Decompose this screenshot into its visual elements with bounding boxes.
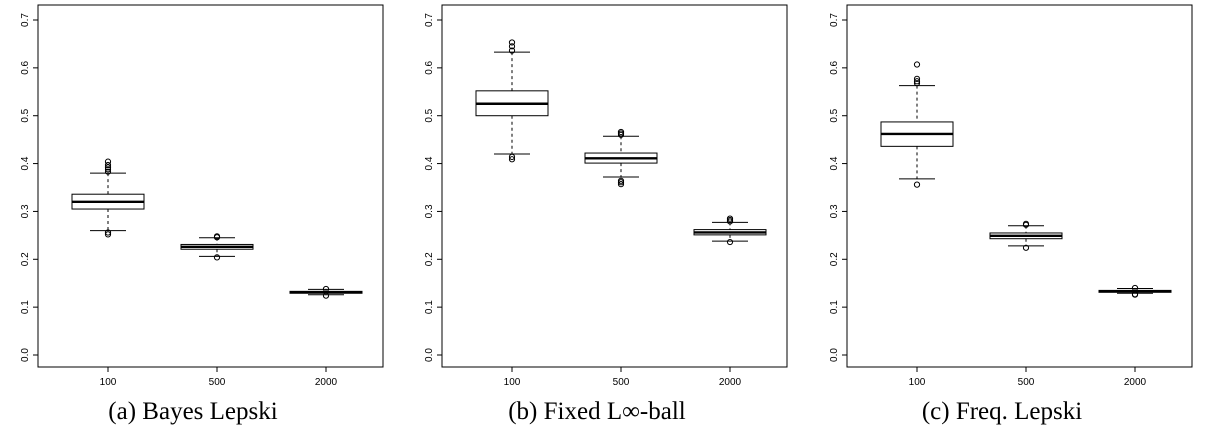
chart-c-xtick-label: 500 (1018, 377, 1035, 388)
chart-b-ytick-label: 0.4 (424, 156, 435, 170)
chart-c-ytick-label: 0.6 (829, 60, 840, 74)
chart-b-ytick-label: 0.1 (424, 300, 435, 314)
chart-b-ytick-label: 0.7 (424, 13, 435, 27)
outlier-point (104, 166, 112, 173)
chart-a-ytick-label: 0.0 (20, 348, 31, 362)
chart-b-ytick-label: 0.3 (424, 204, 435, 218)
caption-b-title: Fixed L∞-ball (543, 398, 686, 425)
outlier-point (508, 43, 516, 50)
chart-b-plot-frame (441, 4, 788, 368)
chart-a-box-2000 (289, 285, 363, 299)
outlier-point (617, 181, 625, 188)
chart-b-ytick-label: 0.5 (424, 108, 435, 122)
outlier-point (104, 231, 112, 238)
outlier-point (213, 254, 221, 261)
chart-a-ytick-label: 0.7 (20, 13, 31, 27)
chart-c-ytick-label: 0.4 (829, 156, 840, 170)
chart-b-box-100 (475, 39, 549, 163)
panel-a: 0.0 0.1 0.2 0.3 0.4 0.5 0.6 0.7 100 500 2000 (a) B… (0, 0, 386, 445)
chart-b-xtick-label: 2000 (719, 377, 742, 388)
outlier-point (104, 158, 112, 165)
outlier-point (322, 285, 330, 293)
chart-a-xtick-label: 100 (100, 377, 117, 388)
boxplot-chart-c: 0.0 0.1 0.2 0.3 0.4 0.5 0.6 0.7 100 500 2000 (829, 4, 1193, 388)
outlier-point (213, 233, 221, 240)
chart-c-ytick-label: 0.3 (829, 204, 840, 218)
caption-c: (c) Freq. Lepski (809, 398, 1195, 426)
outlier-point (508, 39, 516, 46)
caption-a-title: Bayes Lepski (142, 398, 278, 425)
chart-c-plot-frame (846, 4, 1193, 368)
chart-b-box-2000 (693, 215, 767, 246)
caption-b-tag: (b) (508, 398, 538, 425)
chart-c-xtick-label: 2000 (1124, 377, 1147, 388)
caption-a-tag: (a) (108, 398, 137, 425)
boxplot-chart-b: 0.0 0.1 0.2 0.3 0.4 0.5 0.6 0.7 100 500 2000 (424, 4, 788, 388)
chart-a-ytick-label: 0.5 (20, 108, 31, 122)
outlier-point (104, 168, 112, 175)
chart-c-box-2000 (1098, 284, 1172, 298)
caption-a: (a) Bayes Lepski (0, 398, 386, 426)
caption-c-title: Freq. Lepski (955, 398, 1083, 425)
chart-c-ytick-label: 0.2 (829, 252, 840, 266)
outlier-point (913, 181, 921, 188)
chart-a-box-100 (71, 158, 145, 238)
outlier-point (1022, 220, 1030, 227)
outlier-point (322, 292, 330, 299)
chart-a-xtick-label: 500 (209, 377, 226, 388)
chart-a-box-500 (180, 233, 254, 261)
outlier-point (508, 156, 516, 163)
outlier-point (726, 238, 734, 246)
outlier-point (913, 75, 921, 82)
outlier-point (617, 177, 625, 184)
chart-a-plot-frame (37, 4, 384, 368)
outlier-point (104, 164, 112, 171)
chart-c-ytick-label: 0.5 (829, 108, 840, 122)
chart-a-xtick-label: 2000 (315, 377, 338, 388)
panel-b: 0.0 0.1 0.2 0.3 0.4 0.5 0.6 0.7 100 500 2000 (b) F… (404, 0, 790, 445)
outlier-point (1131, 284, 1139, 292)
outlier-point (913, 80, 921, 87)
chart-c-ytick-label: 0.7 (829, 13, 840, 27)
outlier-point (1022, 244, 1030, 251)
outlier-point (508, 47, 516, 54)
chart-b-xtick-label: 100 (504, 377, 521, 388)
outlier-point (913, 78, 921, 85)
chart-b-ytick-label: 0.2 (424, 252, 435, 266)
panel-c: 0.0 0.1 0.2 0.3 0.4 0.5 0.6 0.7 100 500 2000 (c) F… (809, 0, 1195, 445)
outlier-point (1131, 291, 1139, 298)
boxplot-chart-a: 0.0 0.1 0.2 0.3 0.4 0.5 0.6 0.7 100 500 2000 (20, 4, 384, 388)
chart-c-box-100 (880, 61, 954, 188)
chart-b-xtick-label: 500 (613, 377, 630, 388)
chart-a-ytick-label: 0.3 (20, 204, 31, 218)
outlier-point (726, 215, 734, 222)
chart-a-ytick-label: 0.2 (20, 252, 31, 266)
chart-b-ytick-label: 0.0 (424, 348, 435, 362)
chart-b-box-500 (584, 128, 658, 188)
chart-a-ytick-label: 0.4 (20, 156, 31, 170)
outlier-point (913, 61, 921, 68)
chart-b-ytick-label: 0.6 (424, 60, 435, 74)
chart-c-xtick-label: 100 (909, 377, 926, 388)
chart-c-ytick-label: 0.1 (829, 300, 840, 314)
outlier-point (104, 161, 112, 169)
outlier-point (508, 153, 516, 160)
chart-c-box-500 (989, 220, 1063, 251)
outlier-point (104, 229, 112, 236)
chart-c-ytick-label: 0.0 (829, 348, 840, 362)
caption-b: (b) Fixed L∞-ball (404, 398, 790, 426)
chart-a-ytick-label: 0.1 (20, 300, 31, 314)
chart-a-ytick-label: 0.6 (20, 60, 31, 74)
outlier-point (617, 128, 625, 136)
caption-c-tag: (c) (921, 398, 950, 425)
